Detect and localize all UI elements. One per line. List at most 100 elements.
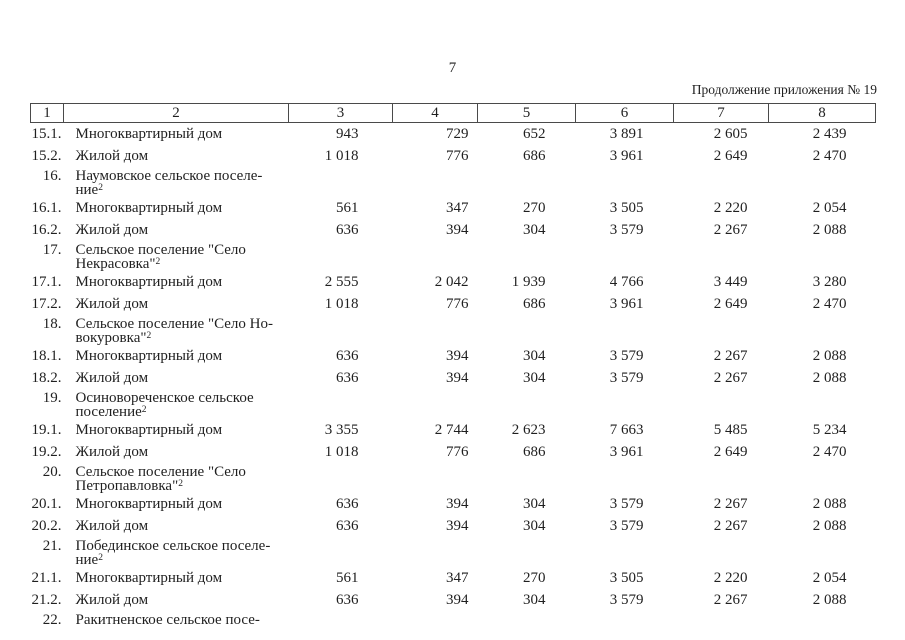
value-cell <box>674 167 769 197</box>
row-name: Жилой дом <box>75 222 149 238</box>
section-name-line2: поселение <box>75 403 142 419</box>
value-cell: 1 018 <box>324 444 359 460</box>
value-cell <box>393 463 478 493</box>
value-cell: 3 505 <box>609 200 644 216</box>
row-number: 18.2. <box>31 370 62 386</box>
page-number: 7 <box>448 60 457 76</box>
value-cell: 776 <box>446 148 469 164</box>
value-cell: 3 961 <box>609 148 644 164</box>
value-cell: 636 <box>336 518 359 534</box>
row-name: Многоквартирный дом <box>75 422 223 438</box>
value-cell: 776 <box>446 444 469 460</box>
value-cell <box>289 389 393 419</box>
row-name: Многоквартирный дом <box>75 200 223 216</box>
value-cell: 2 267 <box>713 348 748 364</box>
row-name: Многоквартирный дом <box>75 274 223 290</box>
value-cell: 3 355 <box>324 422 359 438</box>
row-name: Многоквартирный дом <box>75 496 223 512</box>
value-cell <box>289 167 393 197</box>
value-cell: 3 579 <box>609 222 644 238</box>
value-cell: 686 <box>523 148 546 164</box>
value-cell: 636 <box>336 222 359 238</box>
value-cell: 2 088 <box>812 348 847 364</box>
value-cell: 3 579 <box>609 592 644 608</box>
value-cell: 1 018 <box>324 148 359 164</box>
value-cell: 2 623 <box>511 422 546 438</box>
value-cell <box>769 315 876 345</box>
table-row: 20.1. Многоквартирный дом 636 394 304 3 579 2 … <box>31 493 876 515</box>
row-name: Ракитненское сельское посе- <box>64 611 289 639</box>
row-number: 17.2. <box>31 296 62 312</box>
value-cell <box>576 167 674 197</box>
value-cell: 347 <box>446 570 469 586</box>
value-cell <box>393 611 478 639</box>
value-cell: 3 961 <box>609 296 644 312</box>
value-cell <box>769 241 876 271</box>
value-cell <box>674 611 769 639</box>
section-name-line1: Сельское поселение "Село <box>75 464 246 480</box>
row-number: 20.1. <box>31 496 62 512</box>
value-cell: 2 555 <box>324 274 359 290</box>
table-header: 1 2 3 4 5 6 7 8 <box>30 103 876 123</box>
value-cell: 2 267 <box>713 222 748 238</box>
row-name: Жилой дом <box>75 518 149 534</box>
row-number: 16.2. <box>31 222 62 238</box>
value-cell <box>674 537 769 567</box>
value-cell: 347 <box>446 200 469 216</box>
row-number: 21.1. <box>31 570 62 586</box>
value-cell <box>769 167 876 197</box>
value-cell <box>393 537 478 567</box>
table-row: 18.1. Многоквартирный дом 636 394 304 3 579 2 … <box>31 345 876 367</box>
value-cell: 2 088 <box>812 370 847 386</box>
value-cell <box>478 315 576 345</box>
table-row: 21.1. Многоквартирный дом 561 347 270 3 505 2 … <box>31 567 876 589</box>
value-cell <box>289 537 393 567</box>
value-cell: 2 439 <box>812 126 847 142</box>
appendix-continuation-label: Продолжение приложения № 19 <box>691 82 877 97</box>
value-cell: 2 088 <box>812 518 847 534</box>
section-row: 21. Побединское сельское поселе-ние2 <box>31 537 876 568</box>
table-row: 19.1. Многоквартирный дом 3 355 2 744 2 623 7… <box>31 419 876 441</box>
section-name-line2: ние <box>75 181 99 197</box>
value-cell: 636 <box>336 370 359 386</box>
row-number: 20. <box>42 464 62 480</box>
row-number: 19. <box>42 390 62 406</box>
value-cell: 2 054 <box>812 570 847 586</box>
table-row: 19.2. Жилой дом 1 018 776 686 3 961 2 649 2 470 <box>31 441 876 463</box>
row-number: 18. <box>42 316 62 332</box>
value-cell: 2 267 <box>713 592 748 608</box>
value-cell <box>769 537 876 567</box>
value-cell: 1 939 <box>511 274 546 290</box>
value-cell <box>478 389 576 419</box>
value-cell <box>478 167 576 197</box>
value-cell: 394 <box>446 592 469 608</box>
value-cell: 270 <box>523 200 546 216</box>
value-cell: 1 018 <box>324 296 359 312</box>
value-cell <box>393 315 478 345</box>
value-cell: 2 267 <box>713 370 748 386</box>
value-cell: 3 579 <box>609 496 644 512</box>
value-cell: 2 088 <box>812 222 847 238</box>
value-cell: 304 <box>523 370 546 386</box>
value-cell <box>576 241 674 271</box>
row-name: Многоквартирный дом <box>75 348 223 364</box>
value-cell: 5 234 <box>812 422 847 438</box>
section-name-line2: Некрасовка" <box>75 255 156 271</box>
value-cell: 636 <box>336 348 359 364</box>
column-header-6: 6 <box>575 103 674 123</box>
value-cell: 3 280 <box>812 274 847 290</box>
value-cell: 686 <box>523 444 546 460</box>
value-cell: 3 961 <box>609 444 644 460</box>
value-cell <box>289 241 393 271</box>
value-cell: 304 <box>523 496 546 512</box>
column-header-3: 3 <box>288 103 393 123</box>
value-cell: 394 <box>446 370 469 386</box>
value-cell <box>478 463 576 493</box>
value-cell <box>769 389 876 419</box>
table-row: 17.2. Жилой дом 1 018 776 686 3 961 2 649 2 470 <box>31 293 876 315</box>
value-cell: 2 267 <box>713 496 748 512</box>
row-name: Сельское поселение "Село Петропавловка"2 <box>64 463 289 494</box>
value-cell: 394 <box>446 518 469 534</box>
column-header-1: 1 <box>30 103 64 123</box>
row-name: Осиновореченское сельское поселение2 <box>64 389 289 420</box>
